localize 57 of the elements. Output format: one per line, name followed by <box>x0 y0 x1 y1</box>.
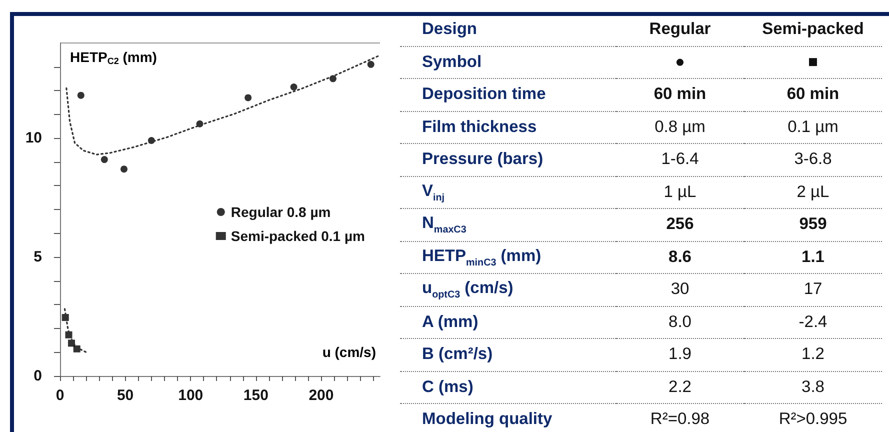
text: u$_{optC3}$ (cm/s) <box>400 274 616 306</box>
text: Design <box>400 14 616 46</box>
text: Regular <box>616 14 744 46</box>
text: 959 <box>744 208 882 241</box>
x-tick-label: 100 <box>178 387 204 404</box>
text: 3-6.8 <box>744 144 882 176</box>
text: 1.2 <box>744 338 882 371</box>
x-tick-label: 200 <box>308 387 334 404</box>
text: Symbol <box>400 46 616 78</box>
legend-label: Semi-packed 0.1 µm <box>230 228 366 244</box>
x-tick-label: 150 <box>243 387 268 404</box>
text: 2.2 <box>616 371 744 404</box>
text: Semi-packed <box>744 14 882 46</box>
text: N$_{maxC3}$ <box>400 208 616 241</box>
text: 30 <box>616 274 744 306</box>
text: V$_{inj}$ <box>400 176 616 208</box>
point <box>290 84 298 90</box>
point <box>244 94 252 102</box>
text: 0.8 µm <box>616 111 744 144</box>
text: 1-6.4 <box>616 144 744 176</box>
point <box>100 156 108 164</box>
point <box>367 60 374 68</box>
text: ● <box>616 46 744 78</box>
text: 2 µL <box>744 176 882 208</box>
point <box>77 92 84 99</box>
y-tick-label: 10 <box>25 130 42 147</box>
text: R²>0.995 <box>778 409 848 430</box>
text: 256 <box>616 208 744 241</box>
text: B (cm²/s) <box>400 338 616 371</box>
text: C (ms) <box>400 371 616 404</box>
text: Deposition time <box>400 78 616 111</box>
text: 60 min <box>744 78 882 111</box>
text: 8.0 <box>616 306 744 338</box>
x-axis-title: u (cm/s) <box>322 344 376 360</box>
x-tick-label: 0 <box>56 387 64 404</box>
text: 0.1 µm <box>744 111 882 144</box>
line-series <box>64 308 90 354</box>
text: ■ <box>744 46 882 78</box>
text: Modeling quality <box>421 409 554 430</box>
text: 60 min <box>616 78 744 111</box>
text: Pressure (bars) <box>400 144 616 176</box>
y-tick-label: 5 <box>34 248 42 266</box>
text: 8.6 <box>616 241 744 274</box>
text: HETP$_{minC3}$ (mm) <box>400 241 616 274</box>
y-tick-label: 0 <box>34 368 42 384</box>
point <box>120 166 128 173</box>
text: 3.8 <box>744 371 882 404</box>
x-tick-label: 50 <box>116 387 134 404</box>
text: 1.1 <box>744 241 882 274</box>
text: 17 <box>744 274 882 306</box>
text: A (mm) <box>400 306 616 338</box>
text: 1 µL <box>616 176 744 208</box>
text: R²=0.98 <box>649 409 711 430</box>
legend-label: Regular 0.8 µm <box>230 204 331 220</box>
text: Film thickness <box>400 111 616 144</box>
text: 1.9 <box>616 338 744 371</box>
text: -2.4 <box>744 306 882 338</box>
